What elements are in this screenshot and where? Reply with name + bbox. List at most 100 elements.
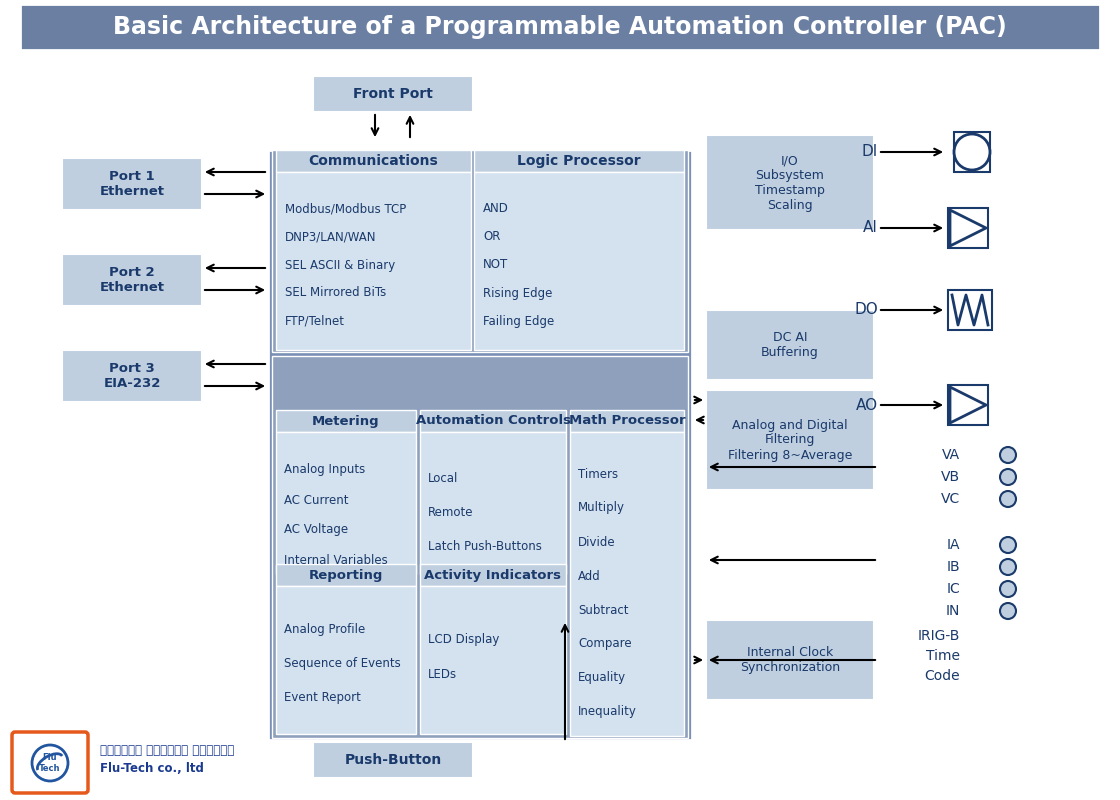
- Text: OR: OR: [483, 230, 501, 243]
- Text: บริษัท ฟลูเทค จํากัด: บริษัท ฟลูเทค จํากัด: [100, 743, 234, 757]
- Text: Timers: Timers: [578, 467, 618, 481]
- Bar: [276, 432, 416, 574]
- Text: AI: AI: [864, 221, 878, 235]
- Text: LCD Display: LCD Display: [428, 634, 500, 646]
- Bar: [420, 564, 566, 586]
- Text: Port 3
EIA-232: Port 3 EIA-232: [103, 362, 160, 390]
- Bar: [312, 742, 473, 778]
- Text: Metering: Metering: [312, 414, 380, 427]
- Text: Analog and Digital
Filtering
Filtering 8~Average: Analog and Digital Filtering Filtering 8…: [728, 418, 852, 462]
- Text: AO: AO: [856, 398, 878, 413]
- Bar: [20, 4, 1100, 50]
- Text: IA: IA: [946, 538, 960, 552]
- Bar: [276, 586, 416, 734]
- Text: Automation Controls: Automation Controls: [416, 414, 570, 427]
- Bar: [420, 432, 566, 574]
- Text: SEL Mirrored BiTs: SEL Mirrored BiTs: [284, 286, 386, 299]
- Bar: [268, 150, 692, 740]
- Circle shape: [1000, 581, 1016, 597]
- Text: Inequality: Inequality: [578, 706, 637, 718]
- Text: Rising Edge: Rising Edge: [483, 286, 552, 299]
- Text: AC Voltage: AC Voltage: [284, 523, 348, 537]
- Bar: [570, 432, 684, 736]
- Text: Code: Code: [924, 669, 960, 683]
- Bar: [62, 254, 202, 306]
- Circle shape: [1000, 537, 1016, 553]
- Text: Push-Button: Push-Button: [344, 753, 441, 767]
- Text: Basic Architecture of a Programmable Automation Controller (PAC): Basic Architecture of a Programmable Aut…: [113, 15, 1007, 39]
- Text: Communications: Communications: [308, 154, 438, 168]
- Text: AC Current: AC Current: [284, 494, 348, 506]
- Bar: [706, 135, 874, 230]
- Bar: [570, 410, 684, 432]
- Text: Sequence of Events: Sequence of Events: [284, 658, 401, 670]
- Text: VC: VC: [941, 492, 960, 506]
- Text: Port 2
Ethernet: Port 2 Ethernet: [100, 266, 165, 294]
- Text: Flu
Tech: Flu Tech: [39, 754, 60, 773]
- Bar: [474, 172, 684, 350]
- Text: Internal Clock
Synchronization: Internal Clock Synchronization: [740, 646, 840, 674]
- Bar: [948, 208, 988, 248]
- Bar: [474, 150, 684, 172]
- Text: Math Processor: Math Processor: [569, 414, 685, 427]
- FancyBboxPatch shape: [12, 732, 88, 793]
- Text: Time: Time: [926, 649, 960, 663]
- Text: DI: DI: [861, 145, 878, 159]
- Bar: [62, 350, 202, 402]
- Text: AND: AND: [483, 202, 508, 215]
- Bar: [312, 76, 473, 112]
- Text: FTP/Telnet: FTP/Telnet: [284, 314, 345, 327]
- Text: I/O
Subsystem
Timestamp
Scaling: I/O Subsystem Timestamp Scaling: [755, 154, 825, 212]
- Bar: [706, 620, 874, 700]
- Text: Multiply: Multiply: [578, 502, 625, 514]
- Bar: [276, 564, 416, 586]
- Text: IB: IB: [946, 560, 960, 574]
- Text: Activity Indicators: Activity Indicators: [424, 569, 561, 582]
- Text: DC AI
Buffering: DC AI Buffering: [762, 331, 819, 359]
- Text: Remote: Remote: [428, 506, 474, 519]
- Text: VB: VB: [941, 470, 960, 484]
- Text: Reporting: Reporting: [309, 569, 383, 582]
- Circle shape: [1000, 491, 1016, 507]
- Text: DNP3/LAN/WAN: DNP3/LAN/WAN: [284, 230, 376, 243]
- Bar: [954, 132, 990, 172]
- Bar: [272, 150, 688, 352]
- Text: VA: VA: [942, 448, 960, 462]
- Bar: [276, 150, 472, 172]
- Circle shape: [1000, 469, 1016, 485]
- Text: Event Report: Event Report: [284, 691, 361, 705]
- Text: Front Port: Front Port: [353, 87, 433, 101]
- Text: Latch Push-Buttons: Latch Push-Buttons: [428, 541, 542, 554]
- Text: SEL ASCII & Binary: SEL ASCII & Binary: [284, 258, 395, 271]
- Text: Analog Inputs: Analog Inputs: [284, 463, 365, 477]
- Text: Flu-Tech co., ltd: Flu-Tech co., ltd: [100, 762, 204, 774]
- Text: NOT: NOT: [483, 258, 508, 271]
- Text: DO: DO: [855, 302, 878, 318]
- Bar: [62, 158, 202, 210]
- Bar: [420, 586, 566, 734]
- Bar: [272, 356, 688, 738]
- Bar: [276, 172, 472, 350]
- Text: Add: Add: [578, 570, 600, 582]
- Text: Compare: Compare: [578, 638, 632, 650]
- Bar: [706, 390, 874, 490]
- Text: Local: Local: [428, 473, 458, 486]
- Text: LEDs: LEDs: [428, 667, 457, 681]
- Text: Logic Processor: Logic Processor: [517, 154, 641, 168]
- Bar: [948, 385, 988, 425]
- Bar: [420, 410, 566, 432]
- Circle shape: [1000, 447, 1016, 463]
- Bar: [276, 410, 416, 432]
- Circle shape: [1000, 559, 1016, 575]
- Text: IC: IC: [946, 582, 960, 596]
- Circle shape: [1000, 603, 1016, 619]
- Text: IN: IN: [945, 604, 960, 618]
- Text: Internal Variables: Internal Variables: [284, 554, 388, 566]
- Text: Subtract: Subtract: [578, 603, 628, 617]
- Text: Failing Edge: Failing Edge: [483, 314, 554, 327]
- Bar: [706, 310, 874, 380]
- Text: Port 1
Ethernet: Port 1 Ethernet: [100, 170, 165, 198]
- Text: Equality: Equality: [578, 671, 626, 685]
- Text: Divide: Divide: [578, 535, 616, 549]
- Text: Analog Profile: Analog Profile: [284, 623, 365, 637]
